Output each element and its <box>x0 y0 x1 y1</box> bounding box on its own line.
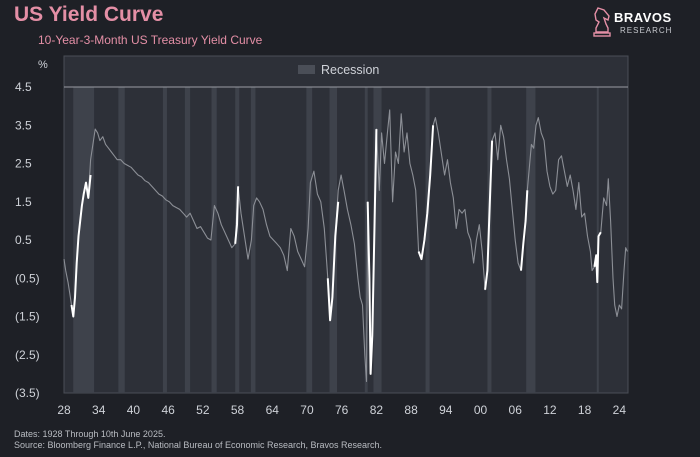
inversion-highlight-line <box>70 174 92 318</box>
x-tick-label: 88 <box>404 403 418 417</box>
y-tick-label: 1.5 <box>15 195 32 209</box>
legend-label-recession: Recession <box>321 63 379 77</box>
chart-title: US Yield Curve <box>14 3 164 26</box>
recession-band <box>329 87 338 393</box>
x-tick-label: 52 <box>196 403 210 417</box>
recession-band <box>364 87 368 393</box>
y-tick-label: 0.5 <box>15 233 32 247</box>
recession-band <box>250 87 256 393</box>
legend-swatch-recession <box>298 65 315 74</box>
recession-band <box>306 87 313 393</box>
recession-band <box>118 87 125 393</box>
x-tick-label: 06 <box>509 403 523 417</box>
x-tick-label: 58 <box>231 403 245 417</box>
x-tick-label: 12 <box>543 403 557 417</box>
y-axis-unit-label: % <box>38 59 48 71</box>
x-tick-label: 82 <box>370 403 384 417</box>
x-tick-label: 34 <box>92 403 106 417</box>
y-tick-label: (0.5) <box>15 271 40 285</box>
x-tick-label: 70 <box>300 403 314 417</box>
inversion-highlight-line <box>366 129 378 375</box>
y-tick-label: 4.5 <box>15 80 32 94</box>
inversion-highlight-line <box>234 186 240 244</box>
x-tick-label: 46 <box>161 403 175 417</box>
x-tick-label: 18 <box>578 403 592 417</box>
y-axis: % 4.5 3.5 2.5 1.5 0.5 (0.5) (1.5) (2.5) (3.5) <box>15 59 48 400</box>
y-tick-label: 2.5 <box>15 157 32 171</box>
x-tick-label: 40 <box>127 403 141 417</box>
recession-band <box>425 87 430 393</box>
x-axis: 28 34 40 46 52 58 64 70 76 82 88 94 00 06 12 18 24 <box>57 403 626 417</box>
legend: Recession <box>298 63 379 77</box>
recession-band <box>526 87 536 393</box>
footer-dates: Dates: 1928 Through 10th June 2025. <box>14 429 166 439</box>
inversion-highlight-line <box>417 125 435 261</box>
y-tick-label: (2.5) <box>15 348 40 362</box>
plot-area <box>63 55 629 394</box>
y-tick-label: 3.5 <box>15 118 32 132</box>
yield-curve-line <box>63 109 628 383</box>
recession-band <box>373 87 382 393</box>
x-tick-label: 64 <box>266 403 280 417</box>
x-tick-label: 76 <box>335 403 349 417</box>
knight-chess-piece-icon <box>593 7 611 37</box>
brand-logo: BRAVOS RESEARCH <box>590 4 690 44</box>
inversion-highlight-line <box>520 190 529 271</box>
x-tick-label: 28 <box>57 403 71 417</box>
x-tick-label: 94 <box>439 403 453 417</box>
footer-source: Source: Bloomberg Finance L.P., National… <box>14 440 383 450</box>
recession-band <box>73 87 95 393</box>
recession-band <box>162 87 167 393</box>
inversion-highlight-line <box>593 231 602 284</box>
recession-band <box>184 87 191 393</box>
brand-name: BRAVOS <box>614 10 672 25</box>
y-tick-label: (1.5) <box>15 310 40 324</box>
y-tick-label: (3.5) <box>15 386 40 400</box>
yield-curve-chart: % 4.5 3.5 2.5 1.5 0.5 (0.5) (1.5) (2.5) (3.5) 28 3… <box>15 55 629 417</box>
inversion-highlight-line <box>484 140 494 290</box>
inversion-highlight-line <box>326 201 340 322</box>
chart-subtitle: 10-Year-3-Month US Treasury Yield Curve <box>38 33 263 47</box>
series-lines <box>63 109 628 383</box>
footer: Dates: 1928 Through 10th June 2025. Sour… <box>14 429 382 451</box>
recession-band <box>235 87 240 393</box>
recession-band <box>211 87 217 393</box>
brand-tagline: RESEARCH <box>620 26 673 35</box>
x-tick-label: 00 <box>474 403 488 417</box>
x-tick-label: 24 <box>613 403 627 417</box>
